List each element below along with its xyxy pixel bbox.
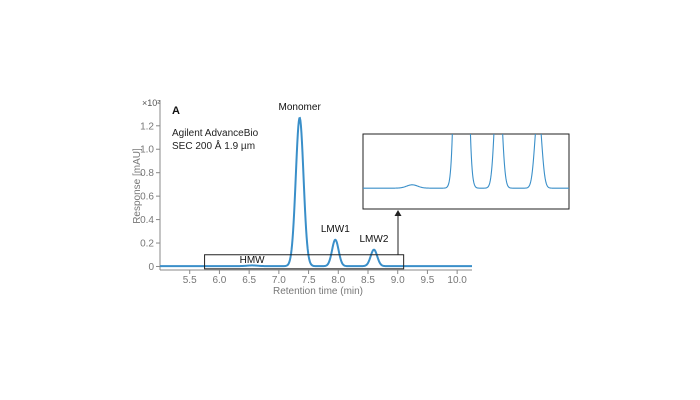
y-tick-label: 0.4 [140,215,154,226]
zoom-arrow-head [394,210,402,216]
x-tick-label: 8.0 [331,275,345,286]
x-tick-label: 6.5 [242,275,256,286]
peak-label-monomer: Monomer [279,102,322,113]
y-tick-label: 0.2 [140,239,154,250]
x-tick-label: 10.0 [447,275,467,286]
column-text-line2: SEC 200 Å 1.9 µm [172,139,255,152]
y-tick-label: 0 [148,262,154,273]
axes: 5.5 6.0 6.5 7.0 7.5 8.0 8.5 9.0 9.5 10.0 0 0.2 0.4 0.… [140,100,472,286]
inset-zoom-panel [362,133,570,255]
y-tick-label: 0.8 [140,168,154,179]
x-tick-label: 9.0 [391,275,405,286]
peak-label-lmw1: LMW1 [321,224,350,235]
x-tick-label: 9.5 [420,275,434,286]
y-multiplier: ×10² [142,98,160,108]
x-tick-label: 8.5 [361,275,375,286]
x-tick-label: 5.5 [183,275,197,286]
zoom-rectangle [204,254,405,270]
column-text-line1: Agilent AdvanceBio [172,128,259,139]
panel-label: A [172,105,180,117]
y-tick-label: 0.6 [140,192,154,203]
y-tick-label: 1.0 [140,145,154,156]
y-tick-label: 1.2 [140,121,154,132]
y-axis-label: Response [mAU] [132,148,143,224]
chromatogram-trace [160,116,472,268]
x-axis-label: Retention time (min) [273,286,363,297]
x-tick-label: 7.0 [272,275,286,286]
x-tick-label: 6.0 [212,275,226,286]
peak-label-lmw2: LMW2 [359,234,388,245]
inset-frame [362,133,570,210]
zoom-region-box [204,254,405,270]
main-plot: HMW Monomer LMW1 LMW2 [160,102,472,268]
x-tick-label: 7.5 [302,275,316,286]
peak-label-hmw: HMW [240,255,266,266]
inset-trace [363,134,569,189]
